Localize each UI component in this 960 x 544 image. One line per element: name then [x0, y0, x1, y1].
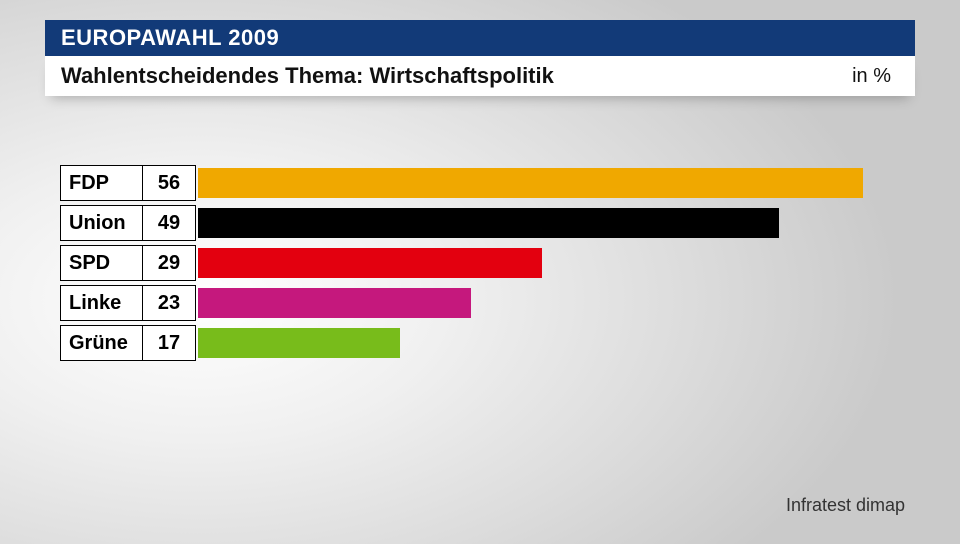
chart-row: SPD 29 [60, 245, 910, 281]
row-label: SPD [60, 245, 142, 281]
subheader-band: Wahlentscheidendes Thema: Wirtschaftspol… [45, 56, 915, 96]
bar-track [198, 325, 910, 361]
row-label: Union [60, 205, 142, 241]
row-label: FDP [60, 165, 142, 201]
bar-track [198, 245, 910, 281]
bar [198, 168, 863, 198]
row-value: 49 [142, 205, 196, 241]
bar [198, 288, 471, 318]
bar-track [198, 285, 910, 321]
row-label: Linke [60, 285, 142, 321]
chart-row: FDP 56 [60, 165, 910, 201]
bar-chart: FDP 56 Union 49 SPD 29 Linke 23 Grüne 17 [60, 165, 910, 365]
bar [198, 328, 400, 358]
row-label: Grüne [60, 325, 142, 361]
row-value: 29 [142, 245, 196, 281]
header-title: EUROPAWAHL 2009 [61, 25, 279, 51]
row-value: 23 [142, 285, 196, 321]
bar [198, 248, 542, 278]
subheader-unit: in % [852, 65, 891, 88]
bar [198, 208, 779, 238]
row-value: 56 [142, 165, 196, 201]
bar-track [198, 205, 910, 241]
chart-row: Grüne 17 [60, 325, 910, 361]
chart-row: Linke 23 [60, 285, 910, 321]
header-band: EUROPAWAHL 2009 [45, 20, 915, 56]
subheader-title: Wahlentscheidendes Thema: Wirtschaftspol… [61, 63, 554, 89]
bar-track [198, 165, 910, 201]
source-attribution: Infratest dimap [786, 495, 905, 516]
chart-row: Union 49 [60, 205, 910, 241]
row-value: 17 [142, 325, 196, 361]
